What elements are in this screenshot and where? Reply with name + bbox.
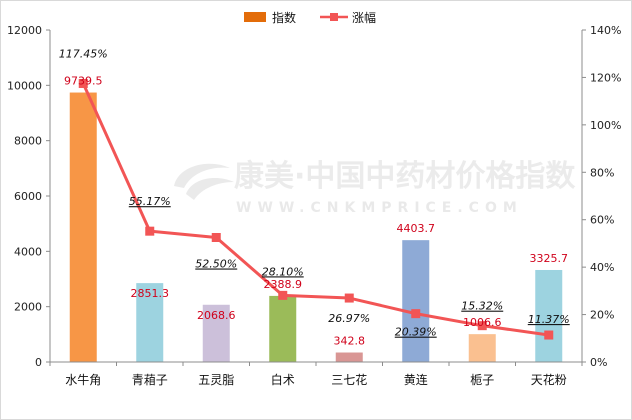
category-label: 栀子 — [470, 373, 494, 387]
category-label: 黄连 — [404, 372, 428, 387]
change-value-label: 20.39% — [395, 326, 437, 339]
bar-value-label: 2851.3 — [131, 287, 170, 300]
bar — [402, 240, 430, 362]
bar — [202, 304, 230, 362]
right-tick-label: 120% — [590, 71, 621, 84]
change-marker — [78, 78, 88, 88]
watermark-text-cn: 康美·中国中药材价格指数 — [234, 159, 576, 194]
watermark: 康美·中国中药材价格指数 WWW.CNKMPRICE.COM — [174, 159, 576, 216]
left-tick-label: 8000 — [14, 135, 42, 148]
legend-swatch-index — [244, 12, 266, 22]
change-marker — [278, 290, 288, 300]
left-axis: 0 2000 4000 6000 8000 10000 12000 — [7, 24, 51, 369]
right-tick-label: 20% — [590, 309, 614, 322]
left-tick-label: 4000 — [14, 245, 42, 258]
bar-value-label: 3325.7 — [530, 252, 569, 265]
bar — [136, 283, 164, 362]
category-axis: 水牛角 青葙子 五灵脂 白术 三七花 黄连 栀子 天花粉 — [49, 361, 583, 387]
bar-series — [69, 92, 563, 362]
change-value-label: 28.10% — [262, 265, 304, 278]
bar-value-label: 4403.7 — [397, 222, 436, 235]
change-value-label: 52.50% — [195, 258, 237, 271]
change-value-label: 15.32% — [461, 300, 503, 313]
left-tick-label: 2000 — [14, 301, 42, 314]
left-tick-label: 0 — [35, 356, 42, 369]
change-marker — [145, 226, 155, 236]
left-tick-label: 12000 — [7, 24, 42, 37]
bar — [535, 269, 563, 362]
left-tick-label: 6000 — [14, 190, 42, 203]
change-value-label: 55.17% — [129, 195, 171, 208]
category-label: 天花粉 — [531, 372, 567, 387]
bar — [269, 295, 297, 362]
change-marker — [411, 309, 421, 319]
right-tick-label: 140% — [590, 24, 621, 37]
left-tick-label: 10000 — [7, 79, 42, 92]
bar-value-label: 1006.6 — [463, 316, 502, 329]
legend-label-index: 指数 — [272, 10, 296, 25]
bar — [335, 352, 363, 362]
change-value-label: 117.45% — [59, 47, 108, 60]
line-series — [78, 78, 554, 340]
right-tick-label: 80% — [590, 166, 614, 179]
right-axis: 0% 20% 40% 60% 80% 100% 120% 140% — [581, 24, 621, 369]
category-label: 五灵脂 — [198, 372, 234, 387]
change-value-label: 26.97% — [328, 312, 370, 325]
bar — [69, 92, 97, 362]
bar-value-label: 2388.9 — [264, 278, 303, 291]
bar-value-label: 2068.6 — [197, 309, 236, 322]
change-marker — [211, 233, 221, 242]
change-marker — [477, 321, 487, 331]
change-value-label: 11.37% — [528, 313, 570, 326]
change-line — [81, 82, 549, 337]
right-tick-label: 100% — [590, 119, 621, 132]
bar-value-label: 342.8 — [334, 335, 366, 348]
change-marker — [344, 293, 354, 303]
category-label: 白术 — [271, 372, 295, 387]
change-marker — [544, 330, 554, 340]
right-tick-label: 0% — [590, 356, 607, 369]
category-label: 水牛角 — [65, 372, 101, 387]
bar — [468, 334, 496, 362]
data-labels: 9739.5 2851.3 2068.6 2388.9 342.8 4403.7 1006.… — [59, 47, 570, 347]
category-label: 青葙子 — [132, 373, 168, 387]
watermark-logo — [174, 163, 234, 200]
legend: 指数 涨幅 — [244, 10, 376, 25]
legend-swatch-marker — [330, 13, 338, 21]
bar-value-label: 9739.5 — [64, 75, 103, 88]
legend-label-change: 涨幅 — [352, 10, 376, 25]
category-label: 三七花 — [331, 372, 367, 387]
right-tick-label: 60% — [590, 214, 614, 227]
watermark-text-en: WWW.CNKMPRICE.COM — [236, 200, 523, 216]
right-tick-label: 40% — [590, 261, 614, 274]
